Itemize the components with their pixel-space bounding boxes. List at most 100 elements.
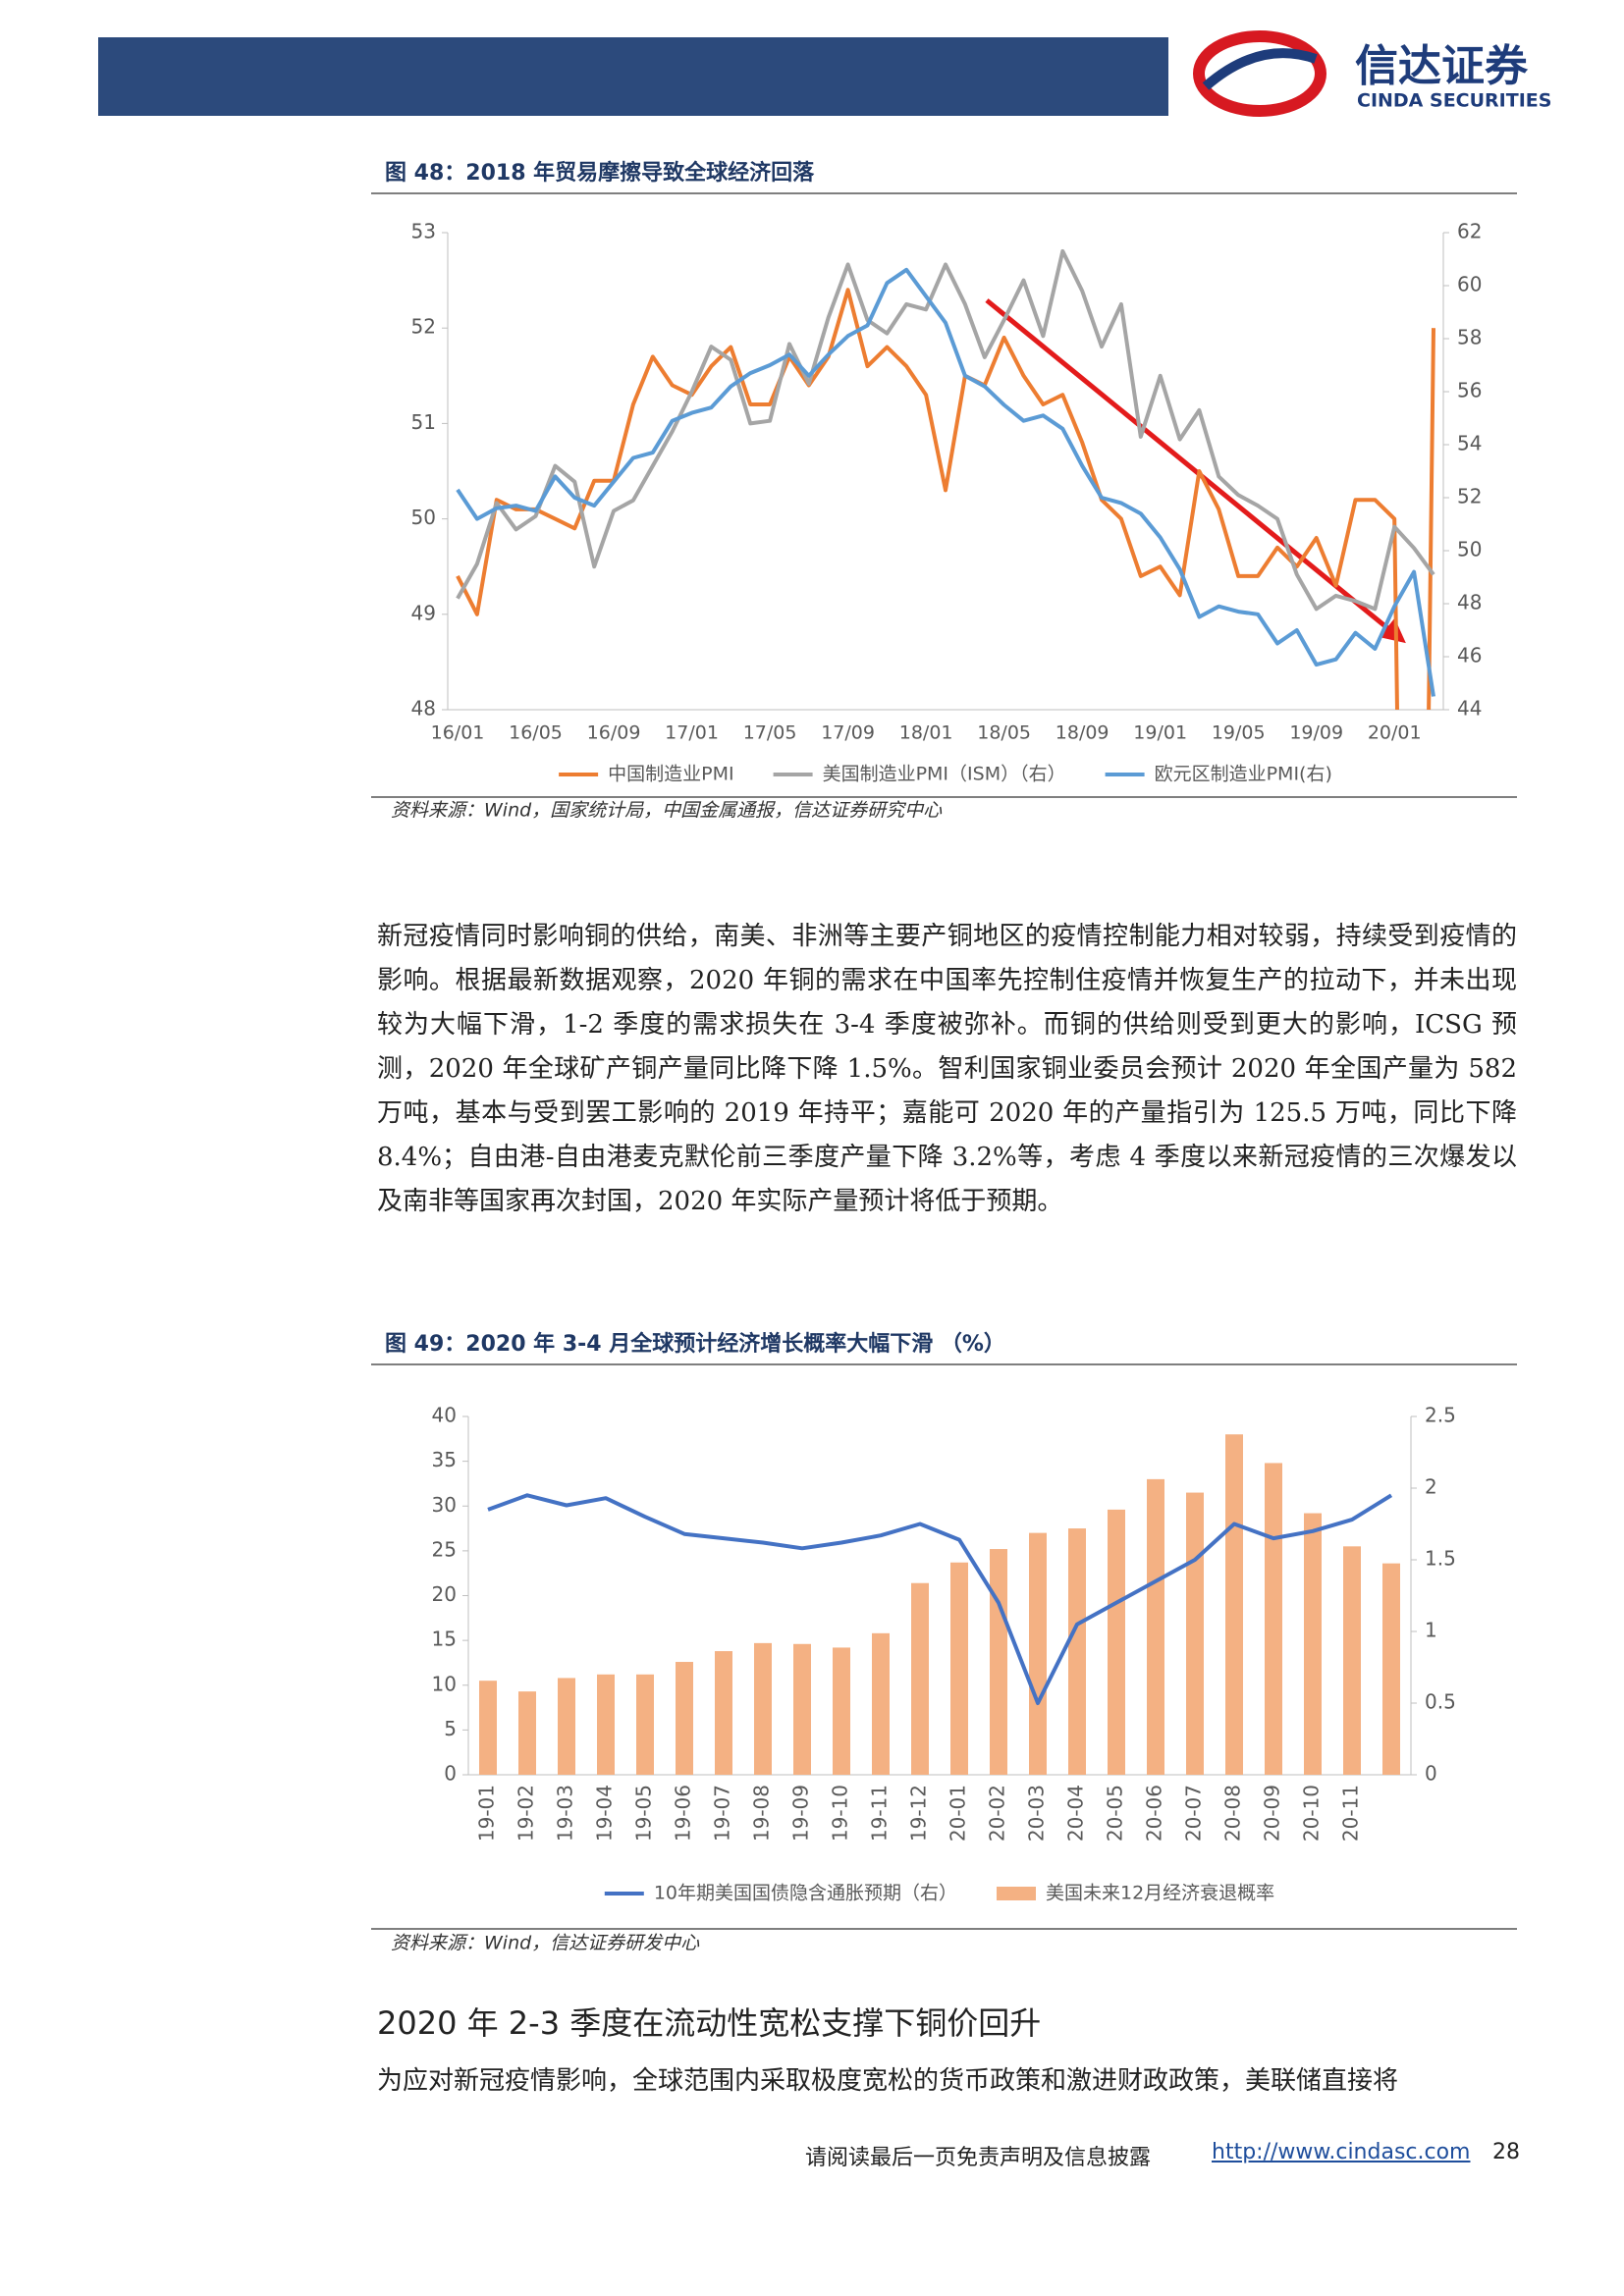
x-tick-label: 19-08: [750, 1785, 774, 1842]
x-tick-label: 19-05: [632, 1785, 656, 1842]
legend: 10年期美国国债隐含通胀预期（右） 美国未来12月经济衰退概率: [604, 1883, 1274, 1904]
x-tick-label: 20-03: [1025, 1785, 1049, 1842]
y2-tick-label: 52: [1457, 485, 1482, 508]
bar: [1186, 1492, 1204, 1775]
bar: [754, 1642, 772, 1775]
x-tick-label: 17/09: [821, 722, 875, 744]
plot-area: [479, 1434, 1400, 1775]
bar: [1304, 1513, 1322, 1775]
y-tick-label: 15: [432, 1628, 457, 1651]
y-tick-label: 20: [432, 1582, 457, 1606]
bar: [1029, 1532, 1047, 1775]
bar: [911, 1582, 929, 1775]
bar: [1108, 1509, 1125, 1775]
bar: [793, 1643, 811, 1775]
trend-arrow: [985, 298, 1406, 644]
y2-tick-label: 2.5: [1425, 1404, 1456, 1427]
x-tick-label: 18/05: [977, 722, 1031, 744]
page-number: 28: [1492, 2140, 1520, 2164]
y-tick-label: 10: [432, 1672, 457, 1695]
section-heading: 2020 年 2-3 季度在流动性宽松支撑下铜价回升: [377, 2004, 1042, 2042]
legend-label: 10年期美国国债隐含通胀预期（右）: [654, 1883, 957, 1904]
x-tick-label: 19-03: [554, 1785, 577, 1842]
legend-label: 欧元区制造业PMI(右): [1155, 764, 1332, 785]
legend-label: 美国制造业PMI（ISM）（右）: [823, 764, 1066, 785]
series-line: [487, 1493, 1393, 1705]
x-tick-label: 19-06: [672, 1785, 695, 1842]
x-tick-label: 19/01: [1133, 722, 1187, 744]
x-tick-label: 16/09: [587, 722, 641, 744]
x-tick-label: 19/09: [1289, 722, 1343, 744]
x-tick-label: 19-10: [829, 1785, 852, 1842]
y-tick-label: 40: [432, 1404, 457, 1427]
figure-source: 资料来源：Wind，国家统计局，中国金属通报，信达证券研究中心: [391, 800, 943, 822]
x-tick-label: 20-02: [986, 1785, 1009, 1842]
x-tick-label: 20-07: [1182, 1785, 1206, 1842]
figure-source: 资料来源：Wind，信达证券研发中心: [391, 1933, 700, 1954]
x-tick-label: 17/01: [665, 722, 719, 744]
x-tick-label: 20-04: [1064, 1785, 1088, 1842]
bar: [715, 1651, 732, 1775]
y-tick-label: 52: [411, 315, 436, 339]
x-tick-label: 19/05: [1212, 722, 1266, 744]
x-tick-label: 16/05: [509, 722, 563, 744]
y2-tick-label: 58: [1457, 326, 1482, 349]
x-tick-label: 18/01: [899, 722, 953, 744]
bar: [676, 1662, 693, 1775]
y-tick-label: 0: [444, 1762, 457, 1786]
series-line: [456, 288, 1435, 710]
x-tick-label: 20-01: [947, 1785, 970, 1842]
y2-tick-label: 46: [1457, 644, 1482, 667]
x-tick-label: 20-08: [1221, 1785, 1245, 1842]
x-tick-label: 20-10: [1300, 1785, 1324, 1842]
bar: [1265, 1463, 1282, 1775]
footer-url[interactable]: http://www.cindasc.com: [1212, 2140, 1471, 2164]
x-tick-label: 19-02: [514, 1785, 538, 1842]
y2-tick-label: 48: [1457, 591, 1482, 614]
x-tick-label: 20-09: [1261, 1785, 1284, 1842]
legend-label: 中国制造业PMI: [608, 764, 733, 785]
plot-area: [456, 248, 1435, 710]
y2-tick-label: 56: [1457, 379, 1482, 402]
bar: [990, 1549, 1007, 1775]
x-tick-label: 19-12: [907, 1785, 931, 1842]
x-tick-label: 19-04: [593, 1785, 617, 1842]
bar: [872, 1632, 890, 1775]
y-tick-label: 30: [432, 1493, 457, 1517]
x-tick-label: 20-05: [1104, 1785, 1127, 1842]
legend: 中国制造业PMI 美国制造业PMI（ISM）（右） 欧元区制造业PMI(右): [559, 764, 1332, 785]
y2-tick-label: 2: [1425, 1475, 1437, 1499]
x-tick-label: 19-07: [711, 1785, 734, 1842]
y-tick-label: 53: [411, 220, 436, 243]
bar: [1343, 1546, 1361, 1775]
paragraph: 新冠疫情同时影响铜的供给，南美、非洲等主要产铜地区的疫情控制能力相对较弱，持续受…: [377, 922, 1517, 1216]
x-tick-label: 17/05: [743, 722, 797, 744]
y2-tick-label: 0: [1425, 1762, 1437, 1786]
y-tick-label: 50: [411, 506, 436, 529]
legend-label: 美国未来12月经济衰退概率: [1046, 1883, 1274, 1904]
bar: [1225, 1434, 1243, 1775]
bar: [1068, 1528, 1086, 1775]
bar: [518, 1691, 536, 1775]
logo-mark: [1193, 30, 1326, 117]
series-line: [456, 248, 1435, 612]
y2-tick-label: 0.5: [1425, 1690, 1456, 1714]
x-tick-label: 20-11: [1339, 1785, 1363, 1842]
bar: [833, 1647, 850, 1775]
y2-tick-label: 1: [1425, 1619, 1437, 1642]
y-tick-label: 49: [411, 601, 436, 624]
x-tick-label: 16/01: [431, 722, 485, 744]
x-tick-label: 20/01: [1368, 722, 1422, 744]
header-bar: [98, 37, 1168, 116]
bar: [558, 1678, 575, 1775]
y-tick-label: 35: [432, 1448, 457, 1471]
y-tick-label: 48: [411, 697, 436, 721]
bar: [479, 1681, 497, 1775]
figure-title: 图 48：2018 年贸易摩擦导致全球经济回落: [385, 160, 815, 186]
bar: [1382, 1563, 1400, 1775]
y2-tick-label: 62: [1457, 220, 1482, 243]
y2-tick-label: 50: [1457, 538, 1482, 561]
y2-tick-label: 44: [1457, 697, 1482, 721]
